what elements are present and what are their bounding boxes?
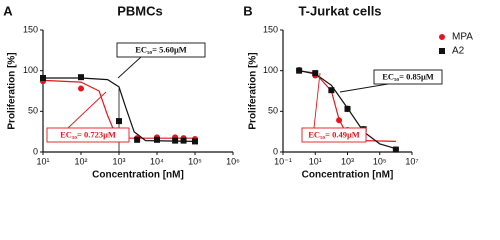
x-tick-label: 10³ xyxy=(112,156,125,166)
annotation: EC₅₀= 0.85μM xyxy=(382,71,434,81)
annotation-box xyxy=(301,127,367,143)
annotation-arrow xyxy=(339,83,389,93)
chart-title: PBMCs xyxy=(117,3,163,18)
y-tick-label: 0 xyxy=(33,146,38,156)
x-tick-label: 10¹ xyxy=(36,156,49,166)
x-tick-label: 10¹ xyxy=(309,156,322,166)
y-tick-label: 150 xyxy=(263,24,278,34)
data-point xyxy=(312,70,319,77)
x-tick-label: 10⁶ xyxy=(226,156,240,166)
legend-marker xyxy=(439,48,445,54)
y-tick-label: 100 xyxy=(23,65,38,75)
panel-label: B xyxy=(243,3,252,18)
x-axis-title: Concentration [nM] xyxy=(302,170,394,181)
x-axis-title: Concentration [nM] xyxy=(92,170,184,181)
x-tick-label: 10⁵ xyxy=(373,156,387,166)
annotation-box xyxy=(116,42,206,58)
legend-marker xyxy=(439,34,445,40)
annotation-arrow xyxy=(313,72,321,129)
y-tick-label: 50 xyxy=(268,106,278,116)
data-point xyxy=(116,118,122,125)
data-point xyxy=(336,117,343,124)
y-axis-title: Proliferation [%] xyxy=(248,52,259,129)
data-point xyxy=(344,105,351,112)
annotation-box xyxy=(46,127,130,143)
annotation: EC₅₀= 5.60μM xyxy=(135,44,187,54)
annotation-box xyxy=(373,69,443,85)
data-point xyxy=(40,74,46,81)
data-point xyxy=(180,137,187,144)
annotation: EC₅₀= 0.723μM xyxy=(60,129,116,139)
y-tick-label: 0 xyxy=(273,146,278,156)
x-tick-label: 10⁴ xyxy=(150,156,164,166)
annotation-arrow xyxy=(67,91,107,129)
fit-curve xyxy=(43,77,196,142)
y-axis-title: Proliferation [%] xyxy=(7,52,18,129)
x-tick-label: 10⁻¹ xyxy=(274,156,292,166)
chart-title: T-Jurkat cells xyxy=(298,3,381,18)
x-tick-label: 10² xyxy=(74,156,87,166)
y-tick-label: 150 xyxy=(23,24,38,34)
annotation: EC₅₀= 0.49μM xyxy=(308,129,360,139)
data-point xyxy=(154,136,160,143)
data-point xyxy=(192,138,198,145)
y-tick-label: 100 xyxy=(263,65,278,75)
x-tick-label: 10⁷ xyxy=(405,156,418,166)
y-tick-label: 50 xyxy=(28,106,38,116)
data-point xyxy=(328,87,335,94)
x-tick-label: 10³ xyxy=(341,156,354,166)
figure: A PBMCs Concentration [nM] Proliferation [%… xyxy=(3,3,473,181)
data-point xyxy=(78,74,84,81)
data-point xyxy=(392,146,399,153)
data-point xyxy=(172,137,179,144)
legend-label: A2 xyxy=(452,46,465,57)
data-point xyxy=(134,136,141,143)
annotation-arrow xyxy=(117,56,142,79)
data-point xyxy=(78,85,84,92)
x-tick-label: 10⁵ xyxy=(188,156,202,166)
panel-label: A xyxy=(3,3,13,18)
legend-label: MPA xyxy=(452,32,473,43)
data-point xyxy=(296,67,303,74)
